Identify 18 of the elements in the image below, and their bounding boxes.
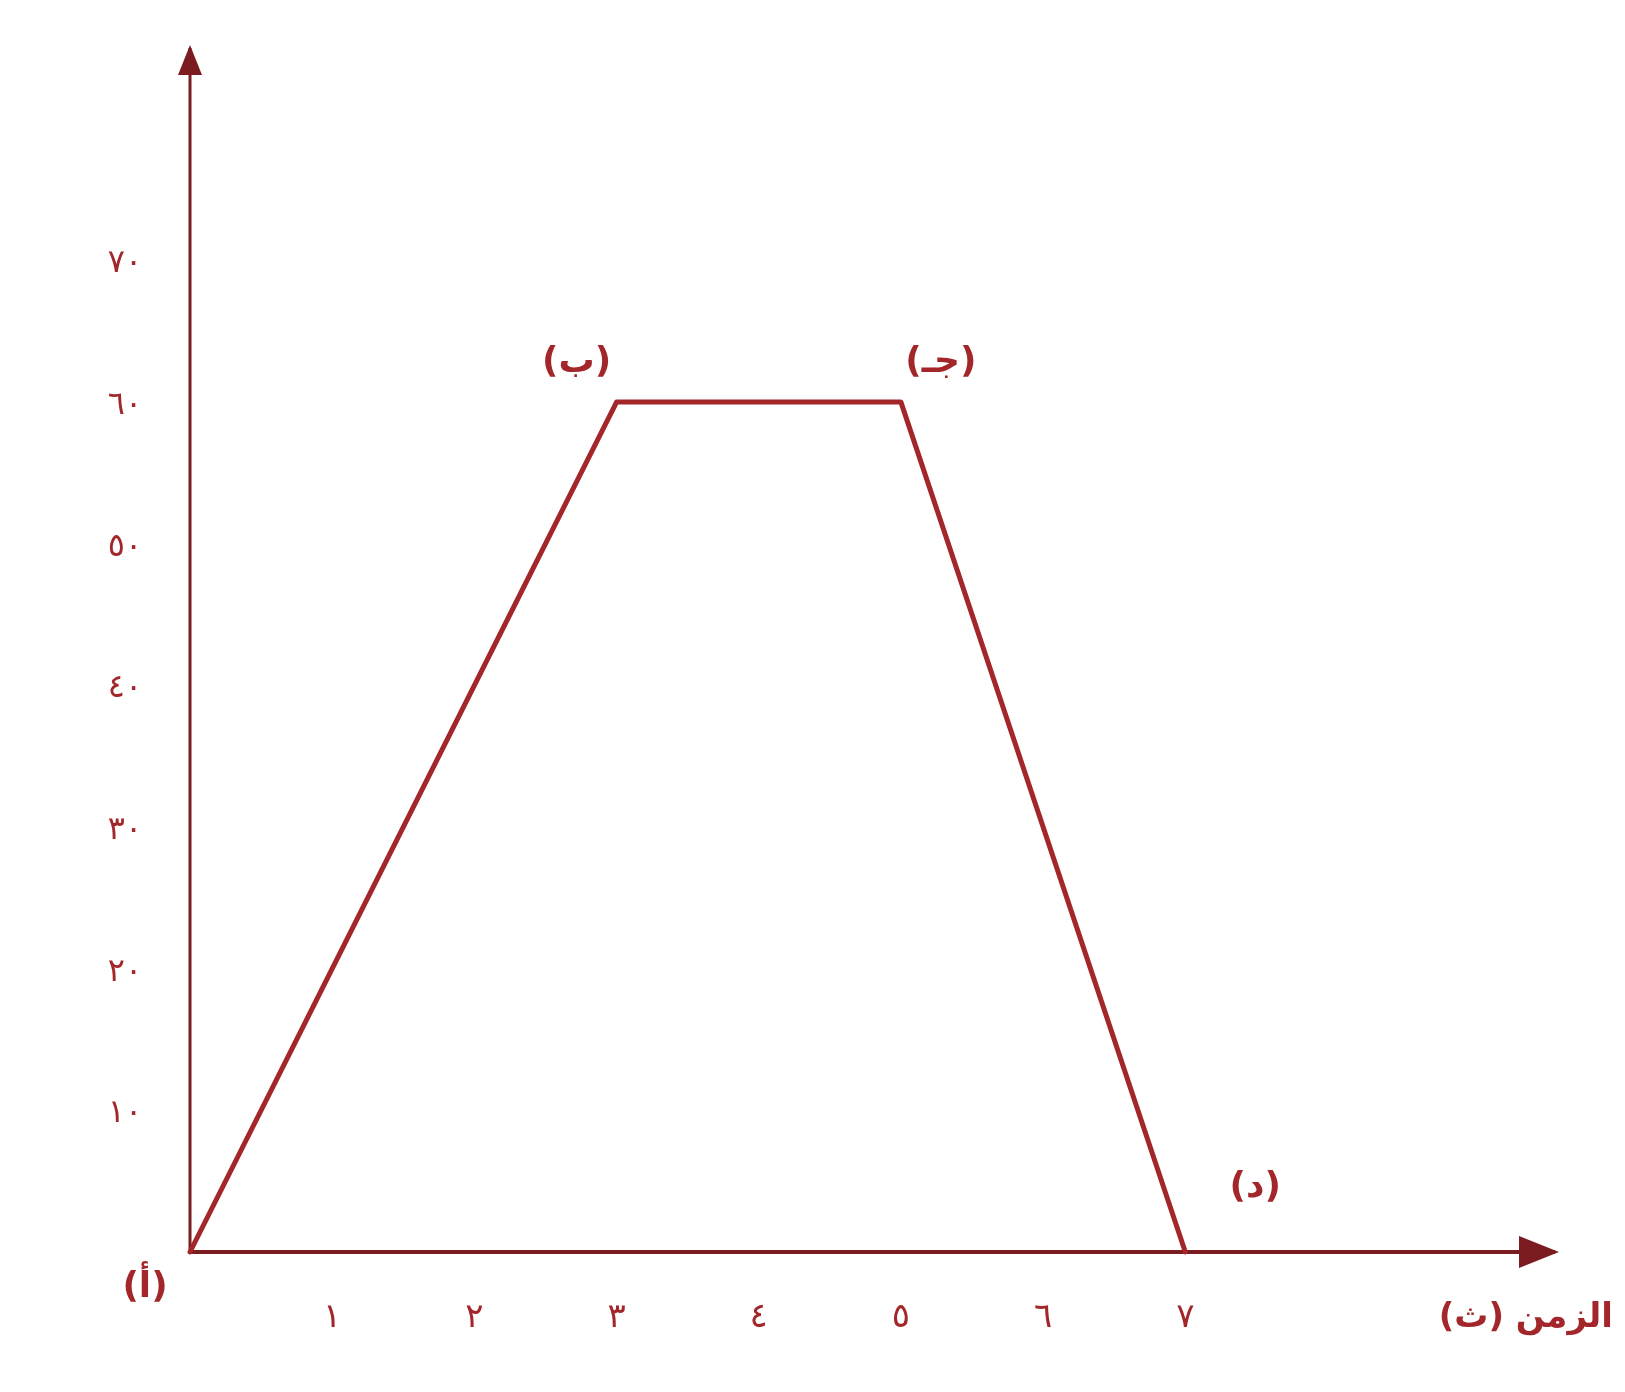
y-tick-label: ٧٠ [107,242,143,281]
x-tick-label: ٦ [1033,1295,1053,1335]
x-tick-label: ٤ [749,1295,768,1335]
x-axis-title: الزمن (ث) [1438,1295,1613,1336]
y-tick-label: ٦٠ [107,384,143,423]
y-tick-label: ٢٠ [107,950,143,989]
y-tick-label: ٥٠ [107,525,143,564]
y-tick-label: ٣٠ [107,809,143,848]
annotation: (ب) [542,339,612,381]
x-tick-label: ٧ [1176,1295,1195,1335]
annotation: (جـ) [905,339,977,381]
y-tick-label: ١٠ [107,1092,143,1131]
annotation: (د) [1229,1164,1281,1205]
x-tick-label: ١ [323,1295,342,1335]
y-tick-label: ٤٠ [107,667,143,706]
x-tick-label: ٥ [891,1295,911,1335]
x-tick-label: ٣ [607,1295,626,1335]
x-tick-label: ٢ [465,1295,484,1335]
